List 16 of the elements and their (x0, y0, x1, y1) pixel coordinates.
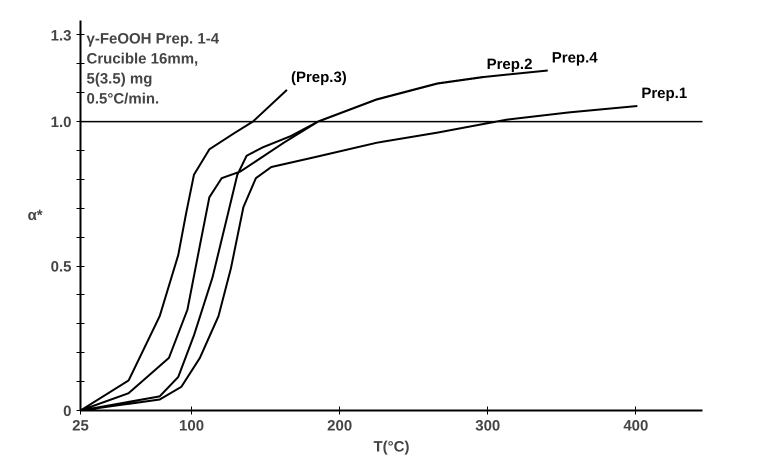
series-label: Prep.1 (641, 85, 688, 102)
x-tick-label: 25 (72, 418, 89, 434)
y-tick-label: 0 (63, 403, 72, 420)
y-tick-label: 1.3 (50, 27, 72, 44)
x-tick-label: 400 (623, 418, 648, 434)
y-axis-title: α* (28, 207, 43, 224)
series-label: Prep.4 (552, 49, 598, 66)
series-label: Prep.2 (486, 56, 532, 74)
x-tick-label: 300 (475, 418, 500, 434)
x-axis-title: T(°C) (374, 438, 410, 456)
y-tick-label: 1.0 (50, 114, 72, 132)
y-tick-label: 0.5 (50, 258, 72, 276)
text: γ-FeOOH Prep. 1-4 Crucible 16mm, 5(3.5) mg 0.5°C/min. (86, 30, 220, 108)
series-label: (Prep.3) (290, 68, 347, 86)
x-tick-label: 200 (327, 418, 352, 434)
x-tick-label: 100 (179, 418, 204, 434)
